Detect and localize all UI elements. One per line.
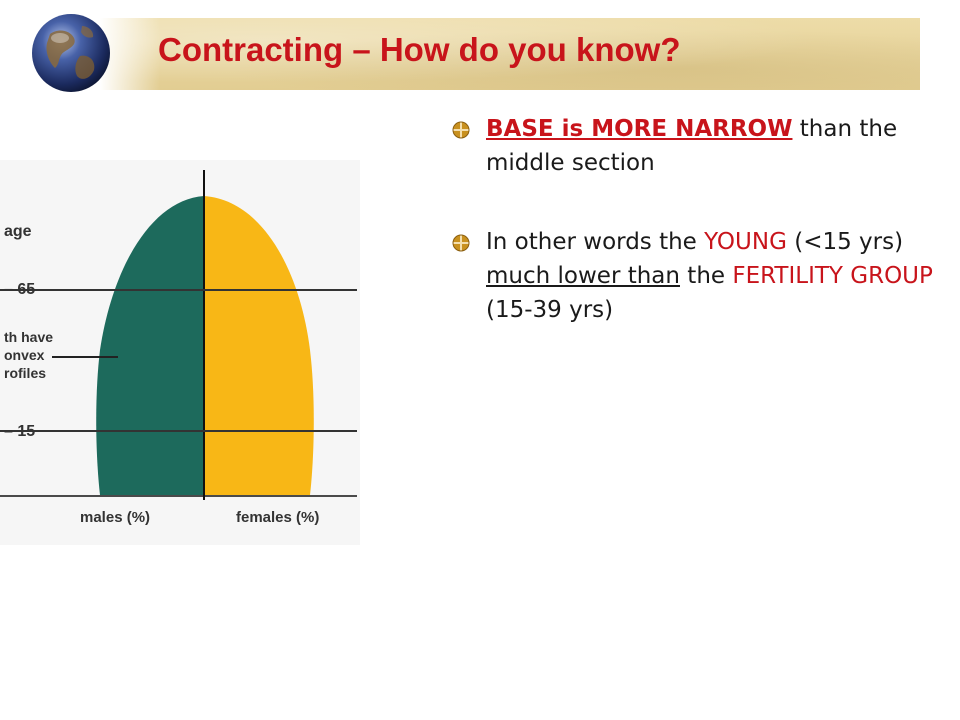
- bullet-item: BASE is MORE NARROW than the middle sect…: [448, 112, 938, 180]
- bullet-2-text-c: the: [679, 263, 733, 289]
- bullet-1-emphasis: BASE is MORE NARROW: [486, 116, 793, 142]
- bullet-diamond-icon: [452, 121, 470, 139]
- bullet-1-text: than the middle section: [486, 116, 898, 176]
- population-pyramid-graphic: age – 65 th have onvex rofiles – 15 male…: [0, 170, 357, 526]
- bullet-diamond-icon: [452, 234, 470, 252]
- bullet-2-text-a: In other words the: [486, 229, 705, 255]
- bullet-item: In other words the YOUNG (<15 yrs) much …: [448, 225, 938, 327]
- bullet-list: BASE is MORE NARROW than the middle sect…: [448, 112, 938, 327]
- annotation-line-2: onvex: [4, 347, 45, 363]
- age-15-label: – 15: [4, 423, 35, 440]
- age-axis-label: age: [4, 223, 32, 240]
- males-shape: [96, 196, 204, 495]
- title-bar-fade: [100, 18, 160, 90]
- annotation-line-3: rofiles: [4, 365, 46, 381]
- males-axis-label: males (%): [80, 509, 150, 526]
- females-shape: [204, 196, 314, 495]
- age-65-label: – 65: [4, 281, 35, 298]
- bullet-2-young: YOUNG: [704, 229, 787, 255]
- population-pyramid-figure: age – 65 th have onvex rofiles – 15 male…: [0, 160, 360, 545]
- bullet-2-text-d: (15-39 yrs): [486, 297, 614, 323]
- title-bar: [100, 18, 920, 90]
- bullet-2-text-b: (<15 yrs): [786, 229, 904, 255]
- annotation-line-1: th have: [4, 329, 53, 345]
- bullet-2-fertility-group: FERTILITY GROUP: [732, 263, 933, 289]
- page-title: Contracting – How do you know?: [158, 31, 681, 68]
- bullet-2-underlined: much lower than: [486, 263, 680, 289]
- females-axis-label: females (%): [236, 509, 319, 526]
- globe-icon: [32, 14, 110, 92]
